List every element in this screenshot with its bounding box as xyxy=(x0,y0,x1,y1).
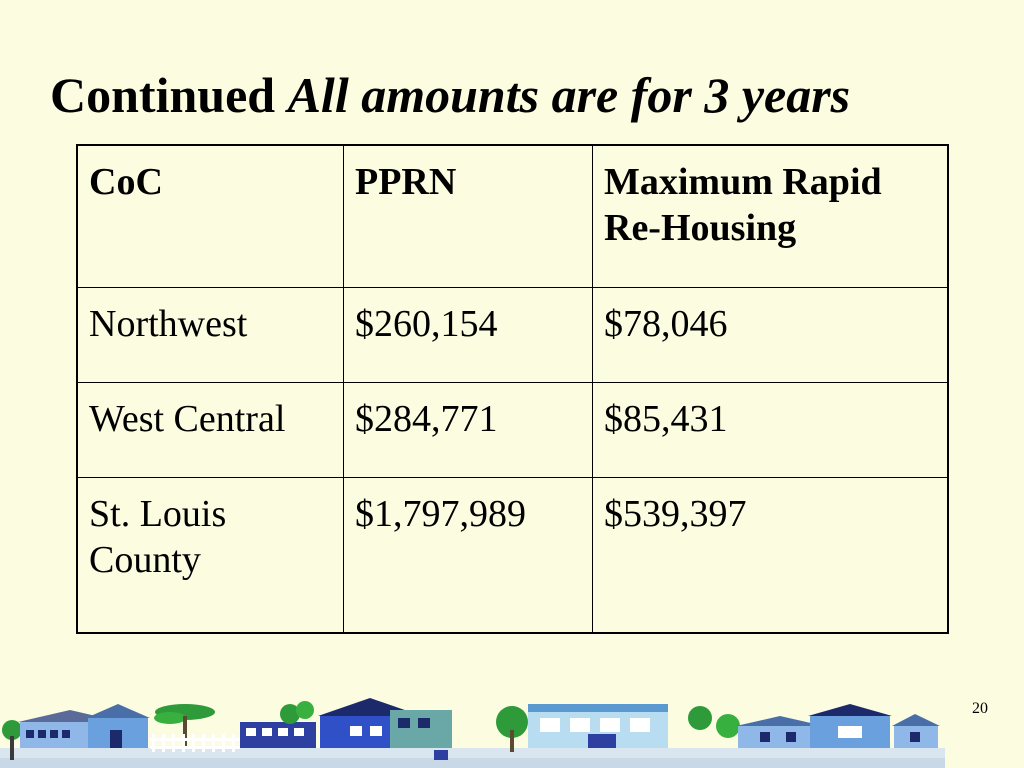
table-cell-rapid-rehousing: $539,397 xyxy=(592,477,949,634)
table-row: Northwest $260,154 $78,046 xyxy=(76,287,949,383)
header-pprn: PPRN xyxy=(343,144,593,288)
header-coc: CoC xyxy=(76,144,344,288)
table-cell-coc: St. Louis County xyxy=(76,477,344,634)
table-cell-coc: West Central xyxy=(76,382,344,478)
title-main: Continued xyxy=(50,67,276,123)
table-cell-rapid-rehousing: $85,431 xyxy=(592,382,949,478)
header-max-rapid-rehousing: Maximum Rapid Re-Housing xyxy=(592,144,949,288)
slide-title: Continued All amounts are for 3 years xyxy=(50,66,850,124)
table-cell-pprn: $260,154 xyxy=(343,287,593,383)
table-cell-pprn: $1,797,989 xyxy=(343,477,593,634)
table-cell-pprn: $284,771 xyxy=(343,382,593,478)
table-row: St. Louis County $1,797,989 $539,397 xyxy=(76,477,949,634)
page-number: 20 xyxy=(972,700,988,717)
table-cell-coc: Northwest xyxy=(76,287,344,383)
table-cell-rapid-rehousing: $78,046 xyxy=(592,287,949,383)
amounts-table: CoC PPRN Maximum Rapid Re-Housing Northw… xyxy=(76,144,949,634)
title-italic: All amounts are for 3 years xyxy=(287,67,851,123)
table-header-row: CoC PPRN Maximum Rapid Re-Housing xyxy=(76,144,949,288)
town-skyline-illustration xyxy=(0,698,945,768)
table-row: West Central $284,771 $85,431 xyxy=(76,382,949,478)
